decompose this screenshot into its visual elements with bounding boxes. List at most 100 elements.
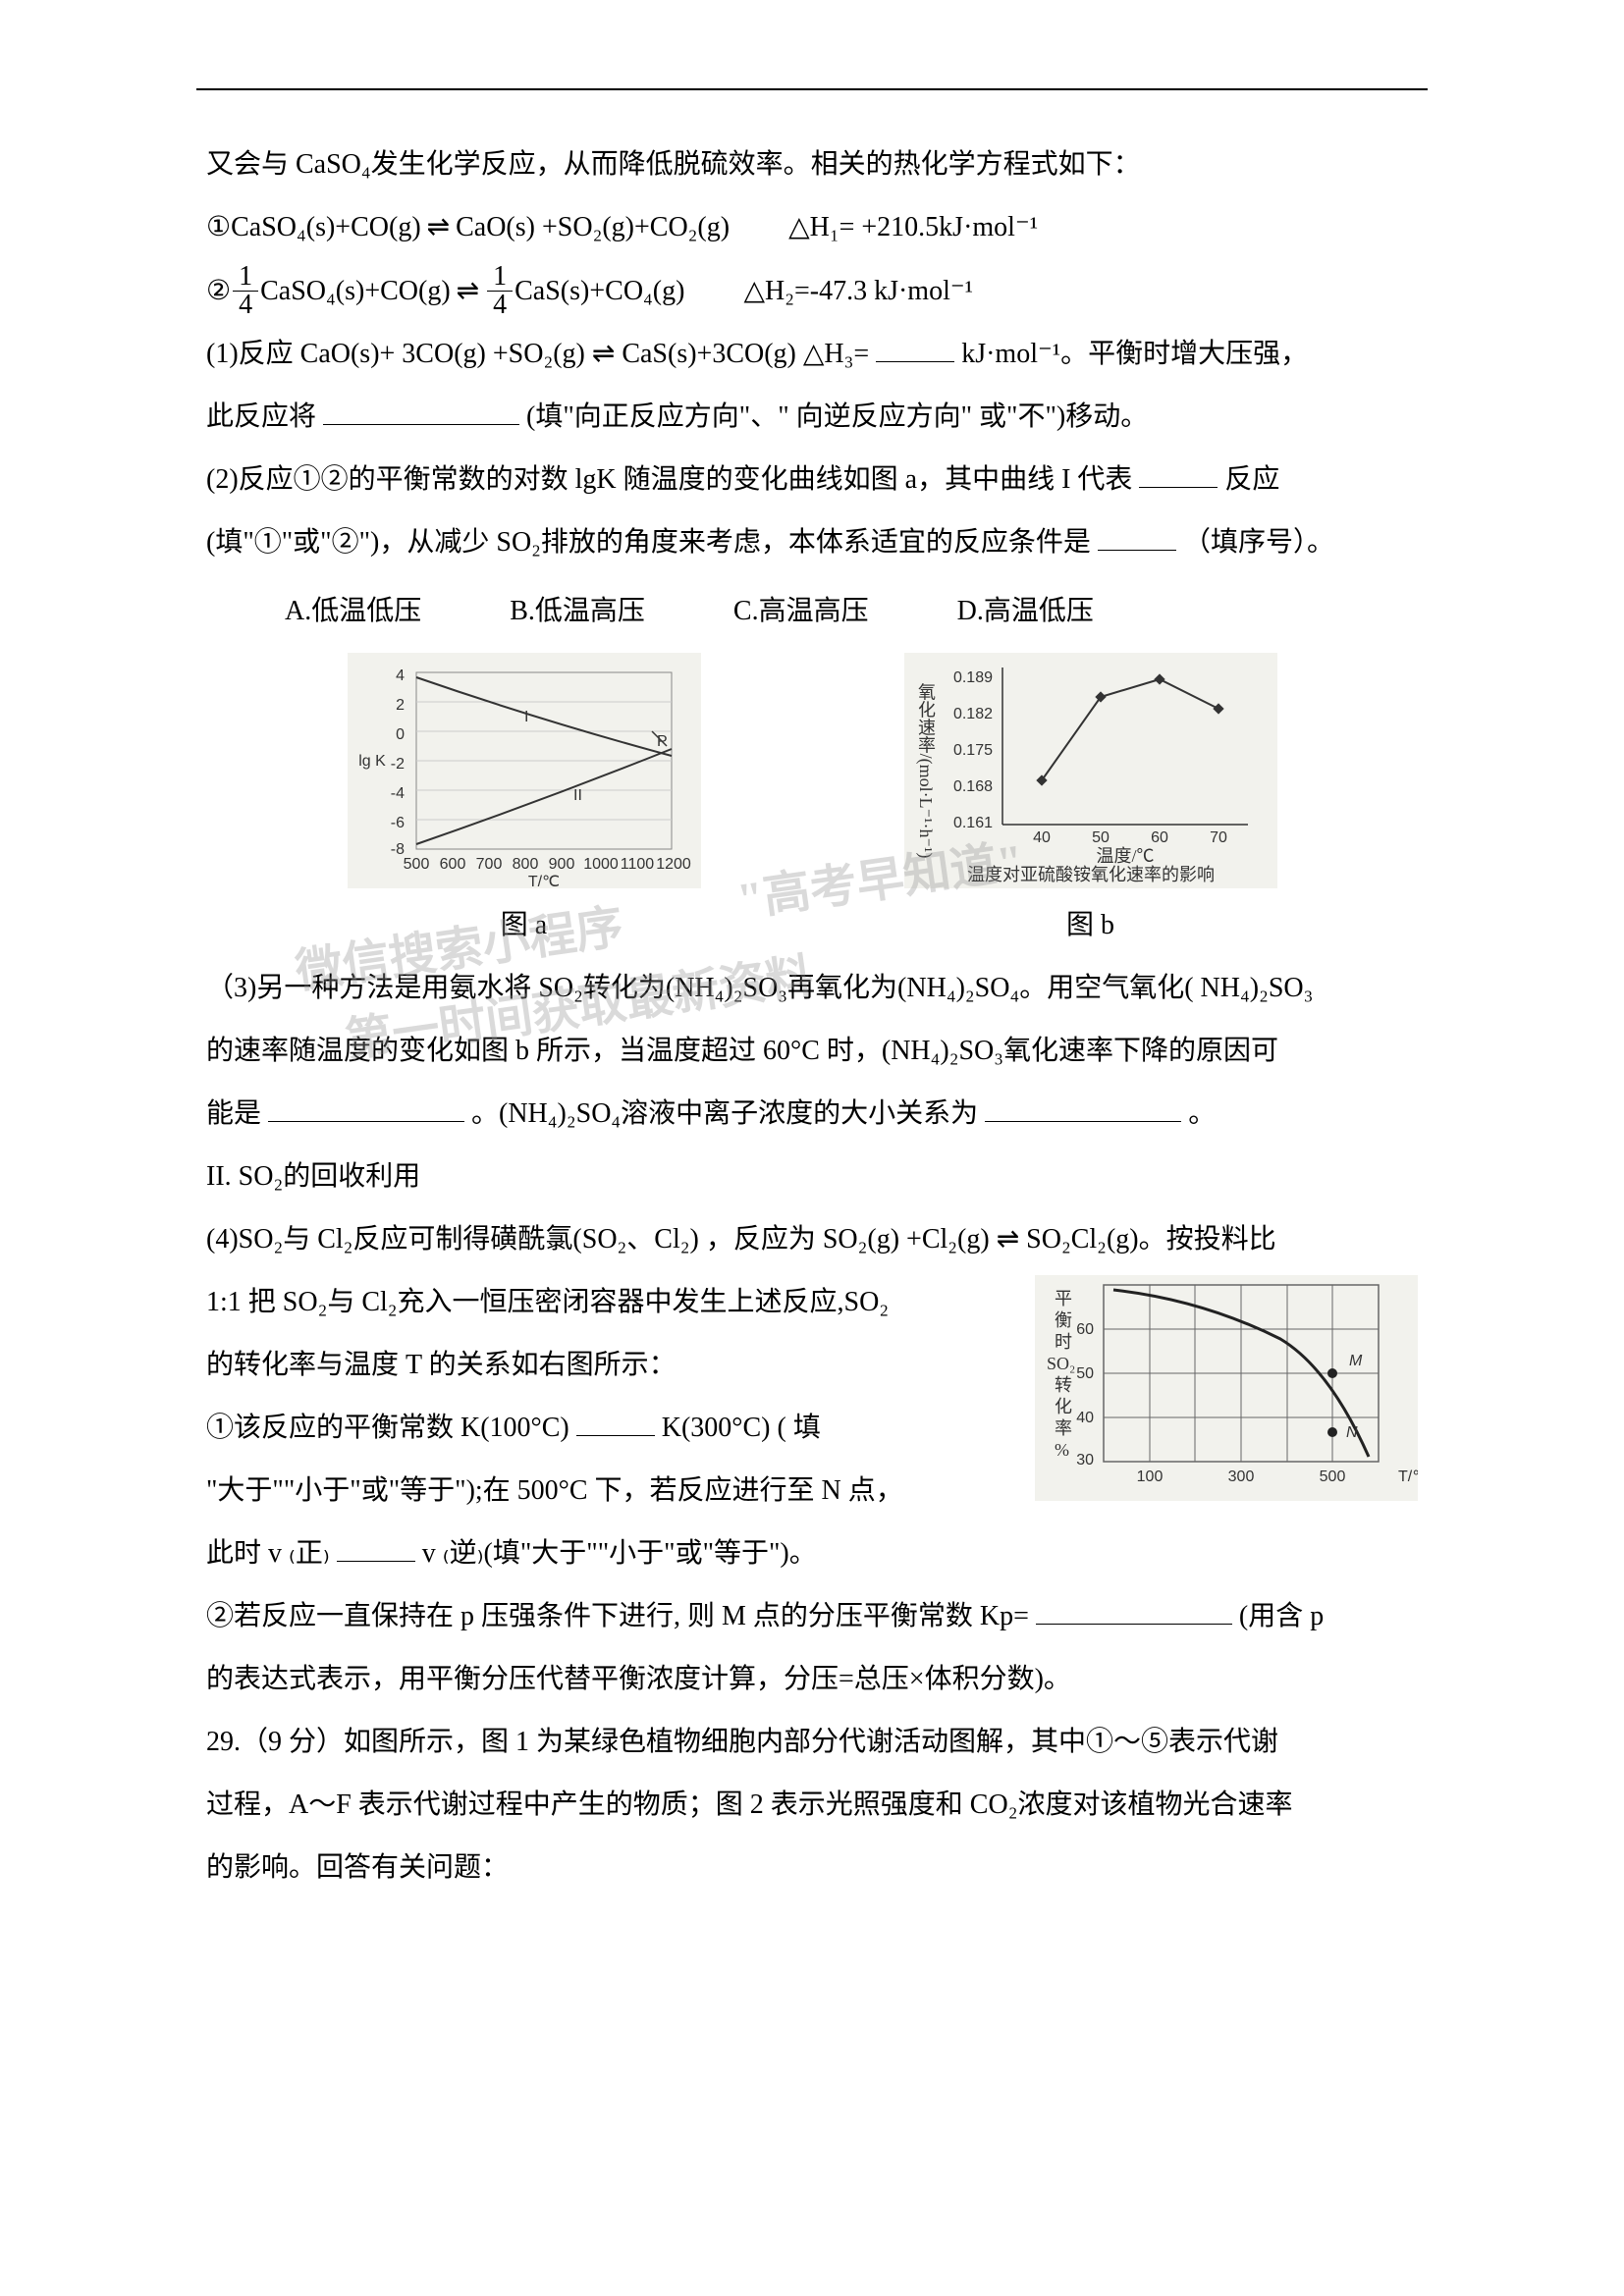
- svg-text:4: 4: [396, 667, 405, 684]
- svg-text:0.175: 0.175: [952, 742, 992, 759]
- svg-text:700: 700: [475, 856, 502, 873]
- svg-text:500: 500: [1320, 1468, 1346, 1485]
- q4-sub1-line3: 此时 v ₍正₎ v ₍逆₎(填"大于""小于"或"等于")。: [206, 1526, 1015, 1581]
- blank-vforward[interactable]: [337, 1561, 415, 1562]
- q3-line3: 能是 。(NH₄)₂SO₄溶液中离子浓度的大小关系为 。: [206, 1087, 1418, 1142]
- q3-text-d: 。(NH₄)₂SO₄溶液中离子浓度的大小关系为: [471, 1098, 978, 1129]
- eq2-right-a: CaS(s)+CO₄(g): [514, 264, 684, 319]
- svg-text:-4: -4: [390, 785, 404, 802]
- q4-line1: (4)SO₂与 Cl₂反应可制得磺酰氯(SO₂、Cl₂) ，反应为 SO₂(g)…: [206, 1212, 1418, 1267]
- option-b: B.低温高压: [510, 584, 645, 639]
- q4-text-chart-wrap: 1:1 把 SO₂与 Cl₂充入一恒压密闭容器中发生上述反应,SO₂ 的转化率与…: [206, 1275, 1418, 1589]
- svg-text:N: N: [1346, 1424, 1358, 1441]
- q4-text-e: ①该反应的平衡常数 K(100°C): [206, 1413, 569, 1443]
- svg-text:T/℃: T/℃: [1398, 1468, 1418, 1485]
- blank-curve[interactable]: [1139, 487, 1218, 488]
- svg-text:100: 100: [1137, 1468, 1164, 1485]
- svg-text:率: 率: [1055, 1418, 1072, 1438]
- preamble-line: 又会与 CaSO₄发生化学反应，从而降低脱硫效率。相关的热化学方程式如下：: [206, 137, 1418, 192]
- q1-line2: 此反应将 (填"向正反应方向"、" 向逆反应方向" 或"不")移动。: [206, 390, 1418, 445]
- svg-text:2: 2: [396, 697, 405, 714]
- q1-text-d: 此反应将: [206, 401, 316, 432]
- svg-text:50: 50: [1092, 829, 1110, 846]
- svg-text:SO₂: SO₂: [1047, 1354, 1075, 1373]
- option-d: D.高温低压: [957, 584, 1094, 639]
- figures-row-ab: I II P 4 2 0 -2 -4 -6 -8 500 600 700: [206, 653, 1418, 953]
- q4-text-g: "大于""小于"或"等于");在 500°C 下，若反应进行至 N 点，: [206, 1464, 1015, 1519]
- svg-text:平: 平: [1055, 1289, 1072, 1308]
- page-content: 又会与 CaSO₄发生化学反应，从而降低脱硫效率。相关的热化学方程式如下： ①C…: [0, 0, 1624, 1962]
- svg-text:衡: 衡: [1055, 1310, 1072, 1330]
- q4-sub2-line1: ②若反应一直保持在 p 压强条件下进行, 则 M 点的分压平衡常数 Kp= (用…: [206, 1589, 1418, 1644]
- equation-2: ② 1 4 CaSO₄(s)+CO(g) ⇌ 1 4 CaS(s)+CO₄(g)…: [206, 263, 1418, 319]
- eq1-left: ①CaSO₄(s)+CO(g): [206, 200, 421, 255]
- q1-text-a: (1)反应 CaO(s)+ 3CO(g) +SO₂(g): [206, 339, 585, 369]
- svg-text:900: 900: [548, 856, 574, 873]
- q4-sub2-line2: 的表达式表示，用平衡分压代替平衡浓度计算，分压=总压×体积分数)。: [206, 1652, 1418, 1707]
- svg-text:50: 50: [1076, 1365, 1094, 1382]
- chart-c: M N 60 50 40 30 100 300 500 T/℃ 平: [1035, 1275, 1418, 1501]
- svg-text:氧化速率/(mol·L⁻¹·h⁻¹): 氧化速率/(mol·L⁻¹·h⁻¹): [915, 682, 936, 858]
- q1-text-c: kJ·mol⁻¹。平衡时增大压强，: [961, 339, 1308, 369]
- svg-text:温度/℃: 温度/℃: [1096, 846, 1154, 866]
- svg-text:500: 500: [403, 856, 429, 873]
- svg-text:40: 40: [1033, 829, 1051, 846]
- svg-text:600: 600: [439, 856, 465, 873]
- eq1-right: CaO(s) +SO₂(g)+CO₂(g): [456, 200, 730, 255]
- equilibrium-arrow: ⇌: [457, 264, 479, 319]
- equilibrium-arrow: ⇌: [427, 200, 450, 255]
- svg-text:1000: 1000: [583, 856, 619, 873]
- equation-1: ①CaSO₄(s)+CO(g) ⇌ CaO(s) +SO₂(g)+CO₂(g) …: [206, 200, 1418, 255]
- blank-dh3[interactable]: [876, 361, 954, 362]
- page-top-rule: [196, 88, 1428, 90]
- svg-text:40: 40: [1076, 1410, 1094, 1426]
- blank-k100[interactable]: [576, 1435, 655, 1436]
- q2-text-b: 反应: [1224, 464, 1279, 495]
- eq2-dh: △H₂=-47.3 kJ·mol⁻¹: [743, 264, 973, 319]
- svg-text:0.168: 0.168: [952, 778, 992, 795]
- equilibrium-arrow: ⇌: [592, 339, 615, 369]
- eq2-left-b: CaSO₄(s)+CO(g): [260, 264, 451, 319]
- fraction-1-4b: 1 4: [487, 263, 513, 319]
- figure-a-caption: 图 a: [501, 898, 547, 953]
- q4-text-b: SO₂Cl₂(g)。按投料比: [1026, 1224, 1275, 1255]
- svg-text:II: II: [573, 787, 582, 804]
- svg-text:70: 70: [1210, 829, 1227, 846]
- q4-text-j: ②若反应一直保持在 p 压强条件下进行, 则 M 点的分压平衡常数 Kp=: [206, 1601, 1029, 1631]
- blank-condition[interactable]: [1098, 550, 1176, 551]
- q3-line2: 的速率随温度的变化如图 b 所示，当温度超过 60°C 时，(NH₄)₂SO₃氧…: [206, 1024, 1418, 1079]
- chart-b: 0.189 0.182 0.175 0.168 0.161 40 50 60 7…: [904, 653, 1277, 888]
- option-c: C.高温高压: [733, 584, 869, 639]
- q4-text-k: (用含 p: [1239, 1601, 1324, 1631]
- q4-inline-text: 1:1 把 SO₂与 Cl₂充入一恒压密闭容器中发生上述反应,SO₂ 的转化率与…: [206, 1275, 1015, 1589]
- svg-text:lg K: lg K: [358, 753, 386, 770]
- q3-text-c: 能是: [206, 1098, 261, 1129]
- q3-line1: （3)另一种方法是用氨水将 SO₂转化为(NH₄)₂SO₃再氧化为(NH₄)₂S…: [206, 961, 1418, 1016]
- eq1-dh: △H₁= +210.5kJ·mol⁻¹: [788, 200, 1038, 255]
- q4-text-c: 1:1 把 SO₂与 Cl₂充入一恒压密闭容器中发生上述反应,SO₂: [206, 1275, 1015, 1330]
- svg-text:T/℃: T/℃: [527, 874, 559, 888]
- q3-text-e: 。: [1188, 1098, 1216, 1129]
- q29-line3: 的影响。回答有关问题：: [206, 1841, 1418, 1896]
- svg-text:0.182: 0.182: [952, 706, 992, 722]
- svg-text:0: 0: [396, 726, 405, 743]
- blank-direction[interactable]: [323, 424, 519, 425]
- section2-heading: II. SO₂的回收利用: [206, 1149, 1418, 1204]
- chart-a: I II P 4 2 0 -2 -4 -6 -8 500 600 700: [348, 653, 701, 888]
- blank-reason[interactable]: [268, 1121, 464, 1122]
- q1-text-e: (填"向正反应方向"、" 向逆反应方向" 或"不")移动。: [526, 401, 1148, 432]
- blank-ion[interactable]: [985, 1121, 1181, 1122]
- q29-line2: 过程，A～F 表示代谢过程中产生的物质；图 2 表示光照强度和 CO₂浓度对该植…: [206, 1778, 1418, 1833]
- svg-text:0.189: 0.189: [952, 669, 992, 686]
- q4-text-h: 此时 v ₍正₎: [206, 1538, 330, 1569]
- q4-text-a: (4)SO₂与 Cl₂反应可制得磺酰氯(SO₂、Cl₂) ，反应为 SO₂(g)…: [206, 1224, 990, 1255]
- fraction-1-4a: 1 4: [233, 263, 258, 319]
- svg-text:800: 800: [512, 856, 538, 873]
- q2-text-d: （填序号）。: [1183, 527, 1334, 558]
- q29-line1: 29.（9 分）如图所示，图 1 为某绿色植物细胞内部分代谢活动图解，其中①～⑤…: [206, 1715, 1418, 1770]
- svg-text:60: 60: [1151, 829, 1168, 846]
- svg-text:-2: -2: [390, 756, 404, 773]
- figure-b-caption: 图 b: [1066, 898, 1114, 953]
- blank-kp[interactable]: [1036, 1624, 1232, 1625]
- svg-text:60: 60: [1076, 1321, 1094, 1338]
